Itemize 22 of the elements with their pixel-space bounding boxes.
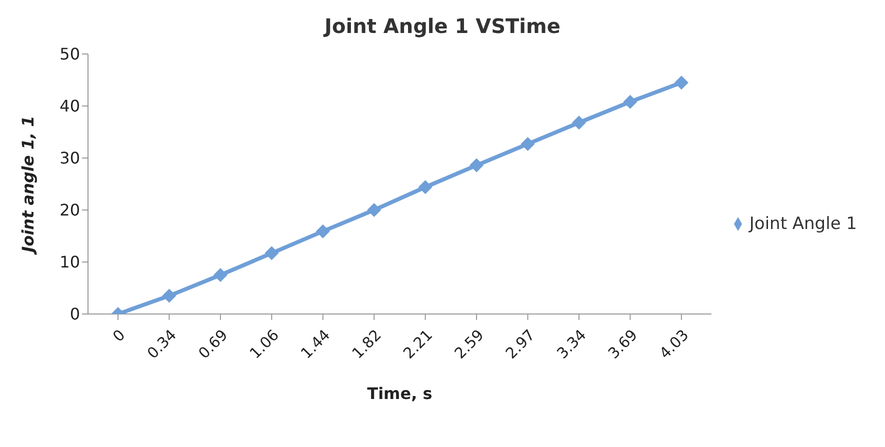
y-tick-label: 30 [60, 148, 80, 168]
chart-title: Joint Angle 1 VSTime [322, 13, 562, 40]
y-tick-label: 10 [60, 252, 80, 272]
y-tick-label: 20 [60, 200, 80, 220]
legend-label: Joint Angle 1 [749, 214, 857, 234]
y-tick-label: 40 [60, 96, 80, 116]
point [264, 246, 279, 260]
point [316, 224, 330, 238]
point [213, 268, 228, 282]
point [572, 116, 586, 130]
point [367, 203, 382, 217]
point [623, 94, 638, 109]
x-tick-label: 0 [109, 326, 129, 346]
point [470, 158, 484, 172]
point [162, 288, 176, 303]
x-axis-title: Time, s [367, 384, 432, 403]
y-tick-label: 50 [60, 44, 80, 64]
y-axis-title: Joint angle 1, 1 [18, 116, 38, 256]
point [520, 136, 535, 151]
point [418, 180, 432, 194]
y-tick-label: 0 [70, 304, 80, 324]
point [674, 76, 688, 90]
